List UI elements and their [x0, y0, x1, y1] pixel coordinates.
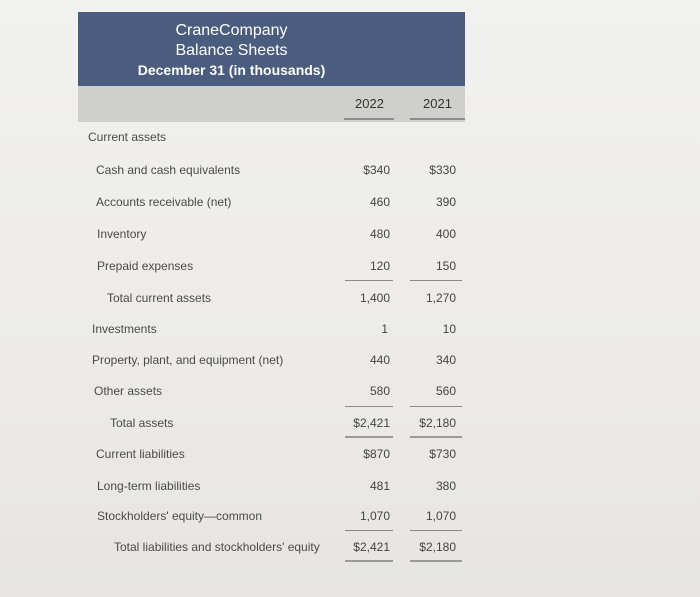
- row-value-2022: 580: [369, 384, 390, 398]
- row-value-2021: 400: [435, 227, 456, 241]
- subtotal-rule-2022: [345, 280, 393, 281]
- row-value-2022: $870: [363, 447, 390, 461]
- section-label-current-assets: Current assets: [88, 130, 167, 144]
- row-value-2021: 10: [442, 322, 456, 336]
- company-name: CraneCompany: [175, 22, 288, 39]
- row-value-2021: 390: [435, 195, 456, 209]
- row-label: Property, plant, and equipment (net): [92, 353, 284, 367]
- row-value-2021: $2,180: [419, 416, 456, 430]
- row-value-2022: 440: [369, 353, 390, 367]
- row-label: Inventory: [97, 227, 147, 241]
- row-label: Current liabilities: [96, 447, 185, 461]
- total-double-rule-2021: [410, 560, 462, 562]
- row-label: Cash and cash equivalents: [96, 163, 241, 177]
- row-value-2021: $730: [429, 447, 456, 461]
- row-label: Total current assets: [107, 291, 212, 305]
- row-value-2021: 380: [435, 479, 456, 493]
- row-value-2022: 481: [369, 479, 390, 493]
- column-header-2021: 2021: [423, 96, 452, 111]
- row-value-2022: 120: [369, 259, 390, 273]
- row-label: Prepaid expenses: [97, 259, 194, 273]
- row-label: Other assets: [94, 384, 163, 398]
- subtotal-rule-2021: [410, 406, 462, 407]
- column-underline-2022: [344, 118, 394, 120]
- subtotal-rule-2022: [345, 406, 393, 407]
- total-double-rule-2022: [345, 560, 393, 562]
- row-label: Total assets: [110, 416, 174, 430]
- row-value-2022: 480: [369, 227, 390, 241]
- row-value-2022: 1,070: [359, 509, 390, 523]
- subtotal-rule-2022: [345, 530, 393, 531]
- row-value-2022: $2,421: [353, 416, 390, 430]
- row-value-2022: 1: [381, 322, 388, 336]
- row-label: Investments: [92, 322, 157, 336]
- row-value-2021: $2,180: [419, 540, 456, 554]
- total-double-rule-2021: [410, 436, 462, 438]
- row-label: Total liabilities and stockholders' equi…: [114, 540, 320, 554]
- row-value-2022: $340: [363, 163, 390, 177]
- row-value-2022: 460: [369, 195, 390, 209]
- statement-header: CraneCompany Balance Sheets December 31 …: [78, 12, 465, 86]
- subtotal-rule-2021: [410, 530, 462, 531]
- column-header-bar: [78, 86, 465, 122]
- row-value-2021: 1,070: [425, 509, 456, 523]
- row-value-2021: $330: [429, 163, 456, 177]
- row-value-2021: 560: [435, 384, 456, 398]
- row-label: Stockholders' equity—common: [97, 509, 263, 523]
- row-value-2022: $2,421: [353, 540, 390, 554]
- subtotal-rule-2021: [410, 280, 462, 281]
- column-header-2022: 2022: [355, 96, 384, 111]
- row-value-2021: 1,270: [425, 291, 456, 305]
- row-value-2021: 150: [435, 259, 456, 273]
- statement-title: Balance Sheets: [175, 42, 288, 59]
- column-underline-2021: [410, 118, 465, 120]
- total-double-rule-2022: [345, 436, 393, 438]
- row-value-2021: 340: [435, 353, 456, 367]
- row-value-2022: 1,400: [359, 291, 390, 305]
- row-label: Accounts receivable (net): [96, 195, 232, 209]
- statement-date: December 31 (in thousands): [137, 62, 326, 78]
- row-label: Long-term liabilities: [97, 479, 201, 493]
